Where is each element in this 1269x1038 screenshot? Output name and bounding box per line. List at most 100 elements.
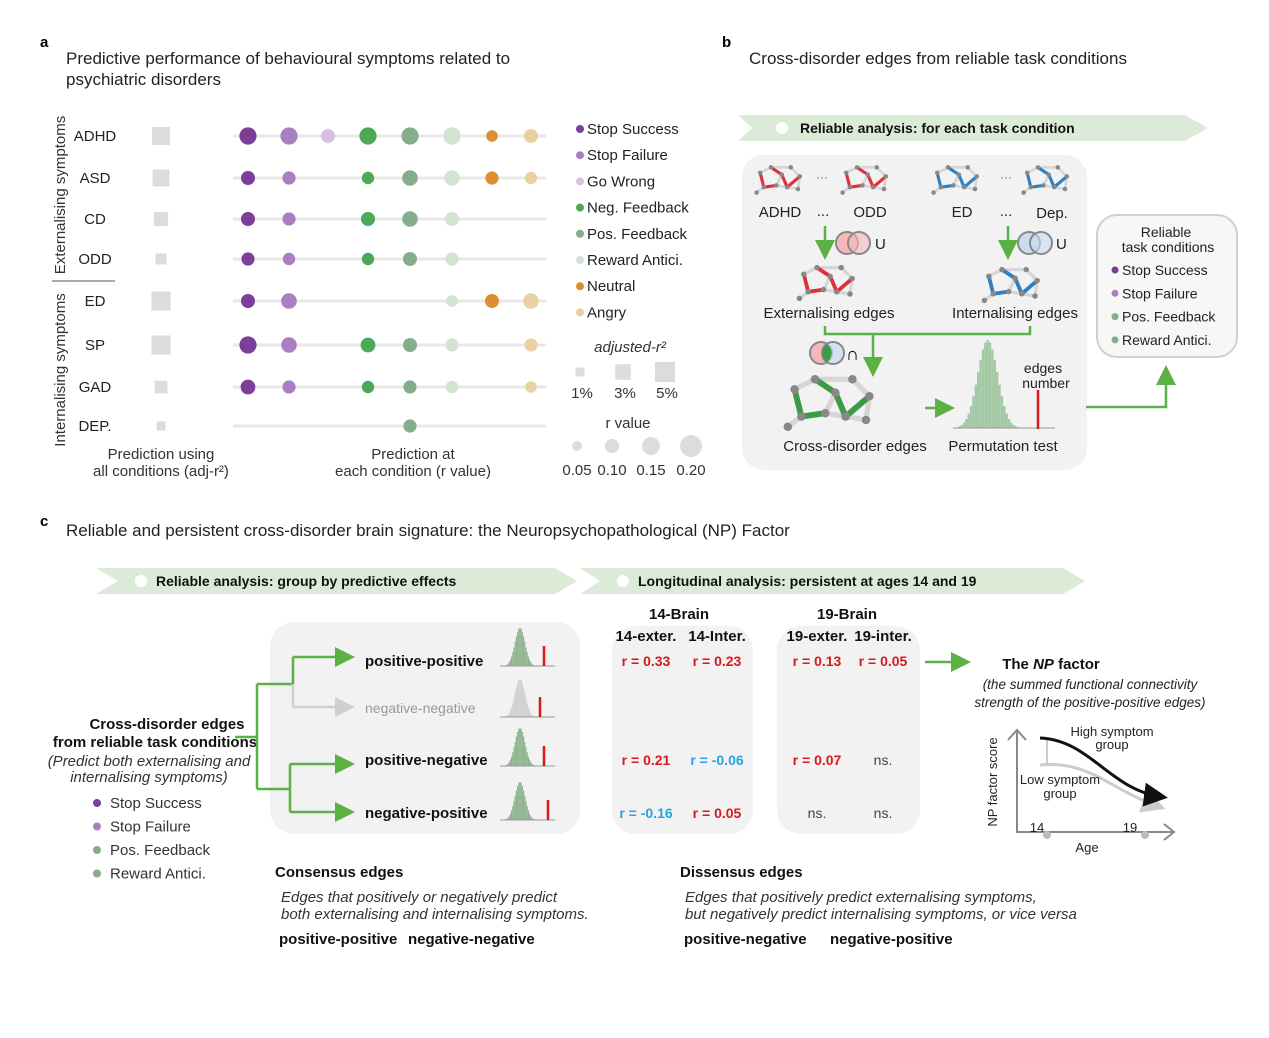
histogram-bar <box>522 786 523 820</box>
node <box>1025 171 1030 176</box>
histogram-bar <box>516 737 517 766</box>
group-label-externalising: Externalising symptoms <box>52 116 69 274</box>
histogram-bar <box>518 629 519 666</box>
histogram-bar <box>511 757 512 766</box>
dot-reward-antici <box>446 381 458 393</box>
adj-r2-square <box>152 127 170 145</box>
legend-label: Stop Success <box>587 121 679 138</box>
node <box>1019 291 1025 297</box>
row-label-gad: GAD <box>79 379 112 396</box>
result-value: ns. <box>808 805 827 821</box>
histogram-bar <box>527 806 528 820</box>
adj-r2-square <box>155 381 168 394</box>
row-label-dep: DEP. <box>78 418 111 435</box>
node <box>762 185 767 190</box>
source-title-2: from reliable task conditions <box>53 734 257 751</box>
histogram-bar <box>515 742 516 766</box>
node <box>797 412 806 421</box>
tick-19-dot <box>1141 831 1149 839</box>
node <box>1029 185 1034 190</box>
dot-pos-feedback <box>403 419 416 432</box>
dot-angry <box>525 172 537 184</box>
intersection-venn-icon <box>810 342 844 364</box>
histogram-bar <box>521 783 522 820</box>
histogram-bar <box>527 703 528 717</box>
condition-dot <box>1112 336 1119 343</box>
condition-dot <box>1112 267 1119 274</box>
node <box>1032 293 1038 299</box>
internalising-edges-label: Internalising edges <box>952 305 1078 322</box>
histogram-bar <box>523 688 524 717</box>
xlabel-left-1: Prediction using <box>108 446 215 463</box>
adj-r2-square <box>153 170 170 187</box>
legend-dot <box>576 204 584 212</box>
node <box>1023 267 1029 273</box>
consensus-desc-2: both externalising and internalising sym… <box>281 906 589 923</box>
histogram-bar <box>524 693 525 717</box>
ellipsis: ··· <box>1000 170 1012 184</box>
np-desc-1: (the summed functional connectivity <box>983 677 1199 692</box>
histogram-bar <box>524 642 525 666</box>
histogram-bar <box>529 760 530 766</box>
histogram-bar <box>1003 406 1005 428</box>
banner-dot-icon <box>135 575 147 587</box>
node <box>848 185 853 190</box>
banner-left-text: Reliable analysis: group by predictive e… <box>156 573 457 589</box>
legend-dot <box>576 125 584 133</box>
dot-neg-feedback <box>362 172 374 184</box>
histogram-bar <box>513 801 514 820</box>
dot-stop-failure <box>283 253 295 265</box>
histogram-bar <box>521 629 522 666</box>
dot-pos-feedback <box>401 127 418 144</box>
histogram-bar <box>529 814 530 820</box>
dissensus-title: Dissensus edges <box>680 864 803 881</box>
histogram-bar <box>510 760 511 766</box>
col-14-inter: 14-Inter. <box>688 628 746 645</box>
row-label-asd: ASD <box>80 170 111 187</box>
node <box>798 174 803 179</box>
banner-right-text: Longitudinal analysis: persistent at age… <box>638 573 977 589</box>
adj-legend-label: 3% <box>614 385 636 402</box>
edges-number-label-1: edges <box>1024 360 1062 376</box>
histogram-bar <box>525 801 526 820</box>
histogram-bar <box>523 791 524 820</box>
node <box>848 375 857 384</box>
node <box>946 165 951 170</box>
histogram-bar <box>530 662 531 666</box>
histogram-bar <box>517 732 518 766</box>
result-value: r = -0.06 <box>690 752 744 768</box>
legend-dot <box>576 282 584 290</box>
node <box>935 171 940 176</box>
node <box>821 409 830 418</box>
histogram-bar <box>510 814 511 820</box>
adj-legend-label: 1% <box>571 385 593 402</box>
node <box>931 190 936 195</box>
adj-legend-square <box>576 368 585 377</box>
dot-pos-feedback <box>402 170 418 186</box>
node <box>811 375 820 384</box>
node <box>769 165 774 170</box>
node <box>805 289 811 295</box>
histogram-bar <box>524 796 525 820</box>
histogram-bar <box>529 711 530 717</box>
panel-a-title-line1: Predictive performance of behavioural sy… <box>66 49 510 68</box>
adj-r2-square <box>151 291 170 310</box>
low-label-1: Low symptom <box>1020 772 1100 787</box>
r-legend-circle <box>605 439 619 453</box>
histogram-bar <box>994 360 996 428</box>
node <box>1034 278 1040 284</box>
condition-dot <box>93 799 101 807</box>
node <box>871 185 876 190</box>
histogram-bar <box>516 637 517 666</box>
node <box>975 174 980 179</box>
dot-angry <box>523 293 539 309</box>
histogram-bar <box>518 729 519 766</box>
histogram-bar <box>513 698 514 717</box>
node <box>962 185 967 190</box>
np-title-pre: The <box>1002 656 1033 673</box>
dot-stop-success <box>241 380 256 395</box>
adj-r2-square <box>154 212 168 226</box>
row-label-ed: ED <box>85 293 106 310</box>
histogram-bar <box>525 747 526 766</box>
